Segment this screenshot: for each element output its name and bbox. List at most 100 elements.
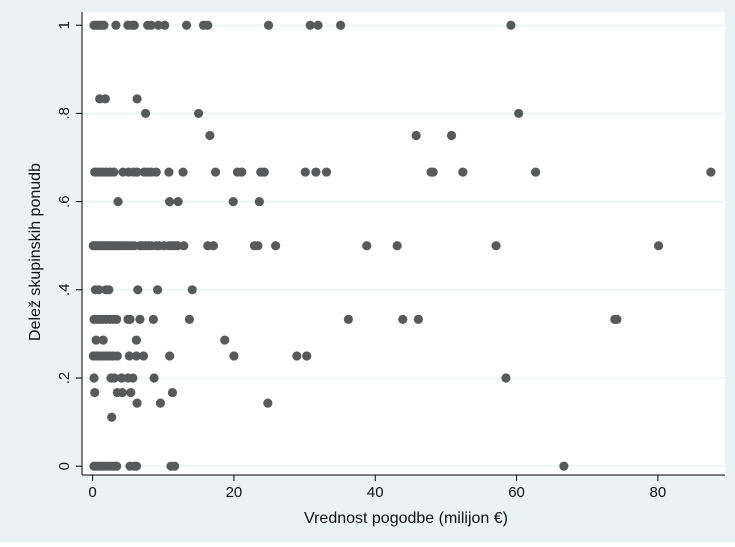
data-point [160,20,170,30]
data-point [98,335,108,345]
data-point [398,314,408,324]
data-point [129,20,139,30]
data-point [305,20,315,30]
data-point [181,20,192,30]
data-point [292,351,302,361]
data-point [271,241,281,251]
plot-area [82,12,725,475]
y-axis-label: Delež skupinskih ponudb [27,163,44,341]
data-point [253,241,263,251]
data-point [203,20,213,30]
data-point [501,373,511,383]
data-point [112,461,122,471]
data-point [413,314,423,324]
data-point [113,197,123,207]
data-point [220,335,230,345]
data-point [128,373,138,383]
x-tick-label: 0 [88,484,96,501]
data-point [208,241,219,251]
data-point [138,351,149,361]
y-tick-label: .2 [56,372,73,385]
data-point [237,167,247,177]
data-point [559,461,569,471]
data-point [263,398,273,408]
data-point [259,167,269,177]
data-point [193,108,204,119]
data-point [131,461,142,471]
data-point [411,130,421,141]
x-axis-label: Vrednost pogodbe (milijon €) [304,510,508,527]
data-point [146,20,156,30]
data-point [706,167,716,177]
data-point [117,387,127,398]
data-point [336,20,346,30]
data-point [313,20,323,30]
data-point [112,314,122,324]
data-point [653,241,664,251]
x-tick-label: 40 [367,484,384,501]
data-point [109,167,119,177]
data-point [169,461,180,471]
data-point [126,387,136,398]
data-point [205,130,215,141]
data-point [148,314,158,324]
data-point [132,398,142,408]
data-point [228,197,238,207]
axes: 0 20 40 60 80 0 .2 .4 .6 .8 1 [56,12,725,501]
data-point [321,167,332,177]
data-point [173,197,183,207]
data-point [109,373,120,383]
x-tick-label: 80 [650,484,667,501]
data-point [153,285,163,295]
data-point [89,373,99,383]
data-point [99,20,109,30]
data-point [311,167,321,177]
data-point [155,398,166,408]
data-point [164,167,174,177]
data-point [210,167,221,177]
data-point [446,130,457,141]
data-point [179,241,189,251]
data-point [91,335,101,345]
data-point [165,197,175,207]
data-point [100,94,110,104]
data-point [300,167,310,177]
data-point [116,373,127,383]
data-point [131,351,142,361]
y-tick-label: .6 [56,195,73,208]
data-point [612,314,622,324]
data-point [132,167,142,177]
data-point [124,351,134,361]
data-point [343,314,353,324]
data-point [458,167,468,177]
data-point [392,241,402,251]
data-point [514,108,524,119]
data-point [428,167,438,177]
data-point [172,241,182,251]
data-point [151,167,161,177]
data-point [94,285,104,295]
data-point [135,314,145,324]
data-point [506,20,516,30]
data-point [112,351,122,361]
data-point [178,167,188,177]
data-point [167,387,178,398]
data-point [531,167,541,177]
data-point [140,108,151,119]
data-point [302,351,312,361]
y-tick-label: .8 [56,107,73,120]
data-point [362,241,372,251]
data-point [131,335,142,345]
data-point [125,314,135,324]
x-tick-label: 60 [508,484,525,501]
data-point [104,285,114,295]
y-tick-label: 0 [56,462,73,470]
data-point [132,94,142,104]
y-tick-label: 1 [56,21,73,29]
data-point [153,20,163,30]
data-point [184,314,195,324]
data-point [90,387,100,398]
data-point [491,241,501,251]
